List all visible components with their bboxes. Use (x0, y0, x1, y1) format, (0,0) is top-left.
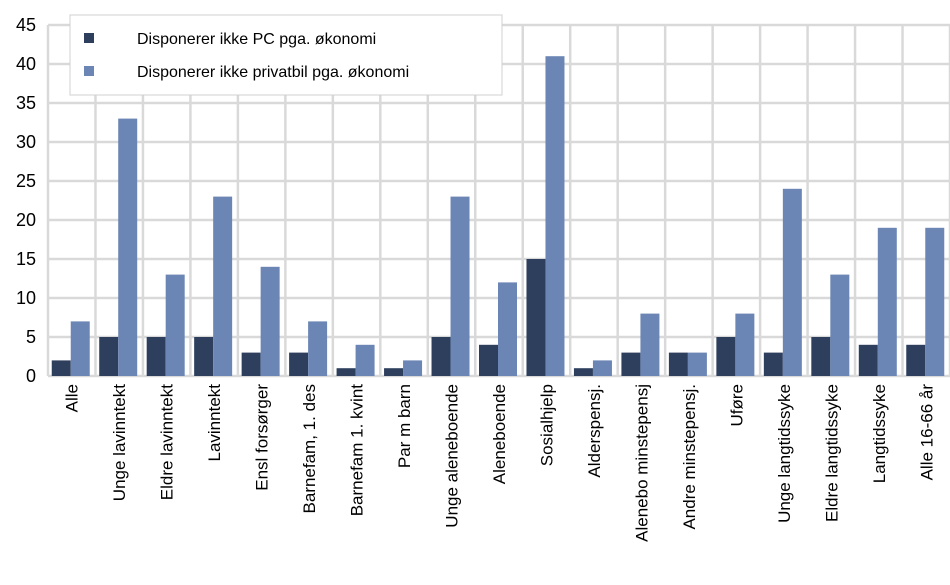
y-axis-ticks: 0 5 10 15 20 25 30 35 40 45 (16, 15, 36, 386)
x-category-label: Alenebo minstepensj (632, 384, 651, 542)
bar-pc (241, 352, 261, 376)
y-tick-label: 30 (16, 132, 36, 152)
y-tick-label: 20 (16, 210, 36, 230)
bar-pc (51, 360, 71, 376)
bar-pc (573, 368, 593, 376)
legend-swatch-car (84, 66, 94, 76)
bar-pc (336, 368, 356, 376)
y-tick-label: 5 (26, 327, 36, 347)
bar-pc (526, 259, 546, 376)
bar-pc (811, 337, 831, 376)
x-category-label: Alderspensj. (585, 384, 604, 478)
bar-car (830, 274, 850, 376)
y-tick-label: 45 (16, 15, 36, 35)
bar-car (355, 344, 375, 376)
bar-car (118, 118, 138, 376)
bar-pc (479, 344, 498, 376)
legend-label-pc: Disponerer ikke PC pga. økonomi (137, 31, 376, 48)
legend-label-car: Disponerer ikke privatbil pga. økonomi (137, 64, 409, 81)
bar-car (403, 360, 423, 376)
legend-swatch-pc (84, 33, 94, 43)
y-tick-label: 15 (16, 249, 36, 269)
x-axis-labels: Alle Unge lavinntekt Eldre lavinntekt Lavin… (63, 384, 937, 542)
bar-car (782, 188, 802, 376)
bar-pc (716, 337, 736, 376)
y-tick-label: 0 (26, 366, 36, 386)
bar-car (260, 266, 280, 376)
bar-car (545, 56, 565, 376)
bar-car (450, 196, 470, 376)
bar-car (735, 313, 755, 376)
legend: Disponerer ikke PC pga. økonomi Disponer… (69, 14, 503, 96)
x-category-label: Aleneboende (490, 384, 509, 484)
x-category-label: Unge langtidssyke (775, 384, 794, 523)
bar-car (70, 321, 90, 376)
bar-car (165, 274, 185, 376)
bar-car (877, 227, 897, 376)
x-category-label: Uføre (727, 384, 746, 427)
y-tick-label: 40 (16, 54, 36, 74)
x-category-label: Barnefam 1. kvint (348, 384, 367, 517)
bar-car (213, 196, 233, 376)
bar-pc (858, 344, 878, 376)
x-category-label: Eldre langtidssyke (822, 384, 841, 522)
bar-pc (621, 352, 641, 376)
bar-pc (99, 337, 119, 376)
x-category-label: Langtidssyke (870, 384, 889, 483)
bar-pc (194, 337, 214, 376)
bar-car (308, 321, 328, 376)
x-category-label: Unge lavinntekt (110, 384, 129, 501)
x-category-label: Barnefam, 1. des (300, 384, 319, 513)
x-category-label: Alle 16-66 år (917, 384, 936, 481)
x-category-label: Andre minstepensj. (680, 384, 699, 530)
bar-car (498, 282, 517, 376)
bar-car (925, 227, 945, 376)
bar-car (640, 313, 660, 376)
bar-pc (146, 337, 166, 376)
x-category-label: Eldre lavinntekt (158, 384, 177, 501)
bar-pc (384, 368, 404, 376)
bar-pc (289, 352, 309, 376)
bar-pc (431, 337, 451, 376)
legend-box (69, 14, 503, 96)
bar-pc (668, 352, 688, 376)
x-category-label: Lavinntekt (205, 384, 224, 462)
x-category-label: Unge aleneboende (443, 384, 462, 528)
y-tick-label: 35 (16, 93, 36, 113)
bar-pc (906, 344, 926, 376)
x-category-label: Sosialhjelp (537, 384, 556, 466)
bar-pc (763, 352, 783, 376)
bar-car (592, 360, 612, 376)
x-category-label: Alle (63, 384, 82, 412)
bar-car (687, 352, 707, 376)
x-category-label: Par m barn (395, 384, 414, 468)
y-tick-label: 25 (16, 171, 36, 191)
bars (51, 56, 945, 376)
x-category-label: Ensl forsørger (253, 384, 272, 491)
y-tick-label: 10 (16, 288, 36, 308)
